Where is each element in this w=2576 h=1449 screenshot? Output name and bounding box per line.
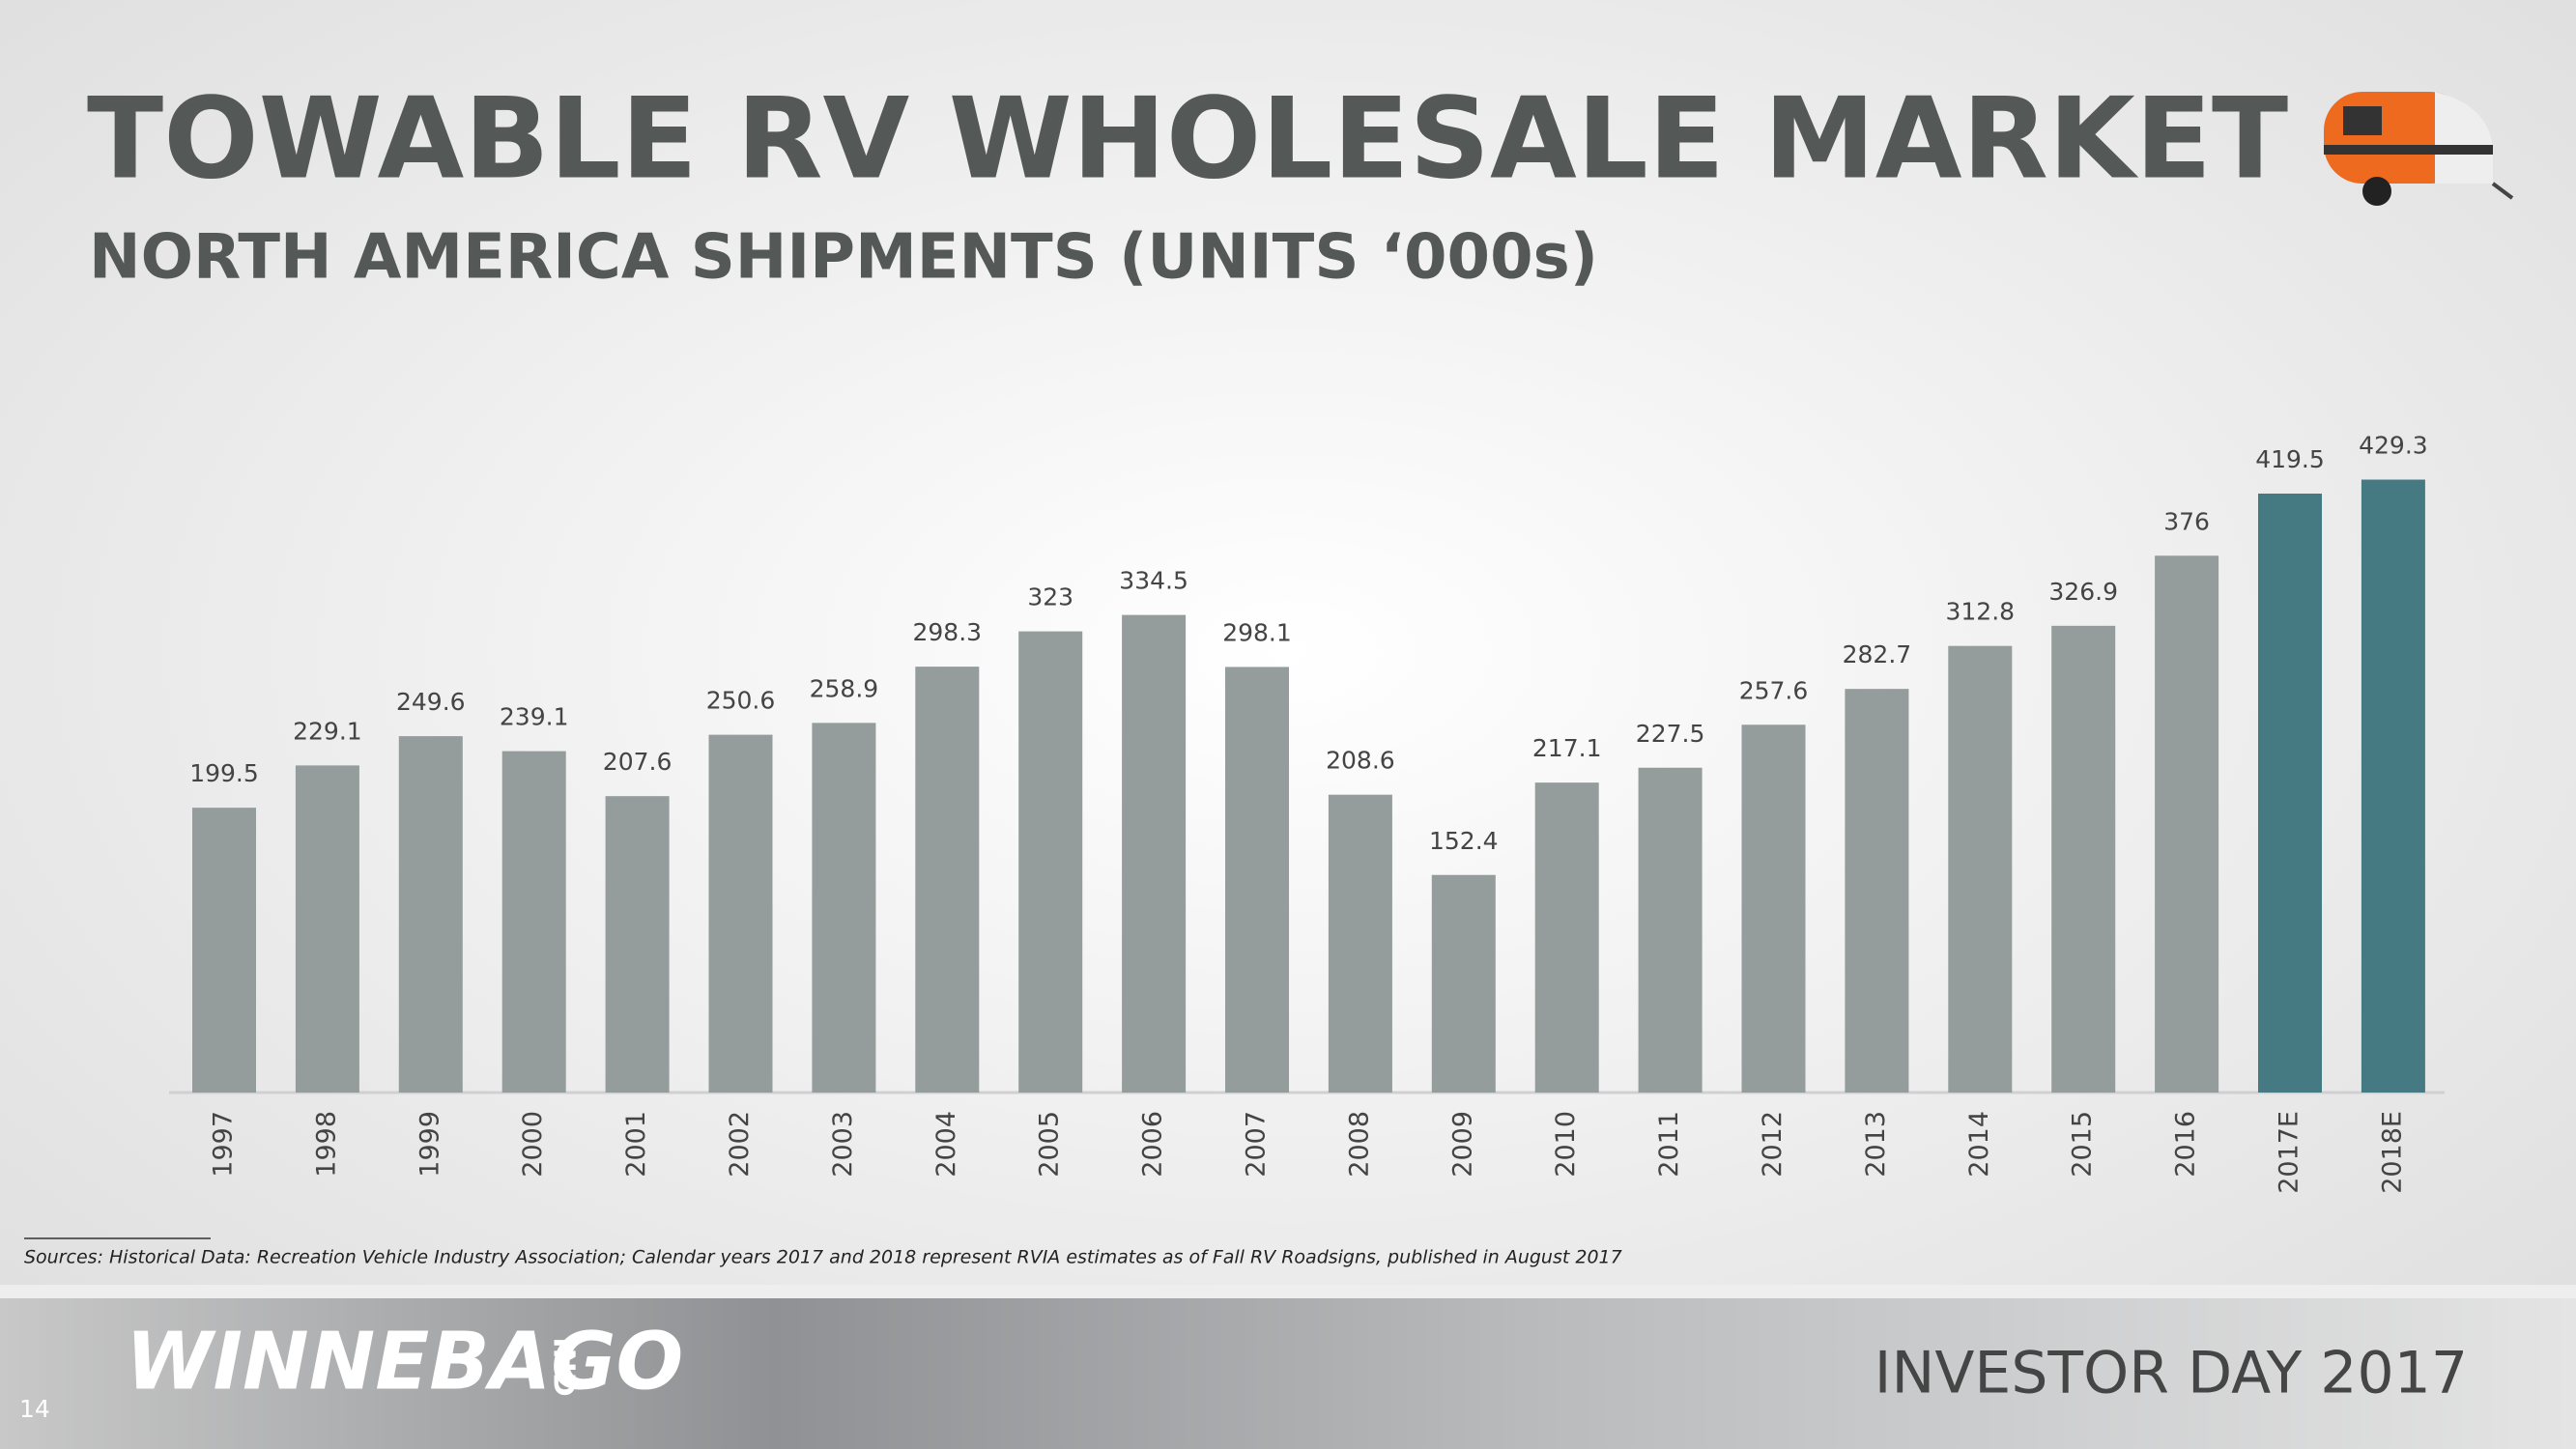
- x-tick-label: 2002: [725, 1111, 755, 1178]
- value-label: 227.5: [1636, 720, 1705, 748]
- value-label: 152.4: [1429, 827, 1499, 855]
- chart-subtitle: NORTH AMERICA SHIPMENTS (UNITS ‘000s): [89, 222, 1598, 294]
- value-label: 282.7: [1843, 640, 1912, 668]
- bar: [1741, 724, 1806, 1093]
- x-tick-label: 2007: [1242, 1111, 1272, 1178]
- value-label: 208.6: [1326, 747, 1395, 775]
- bar: [1948, 645, 2013, 1093]
- value-label: 258.9: [810, 674, 879, 702]
- bar: [1225, 667, 1289, 1093]
- chart-title: TOWABLE RV WHOLESALE MARKET: [87, 74, 2288, 205]
- bar: [192, 808, 256, 1093]
- value-label: 250.6: [706, 687, 776, 715]
- x-tick-label: 2015: [2068, 1111, 2098, 1178]
- x-tick-label: 2011: [1654, 1111, 1684, 1178]
- value-label: 298.1: [1222, 618, 1292, 646]
- x-tick-label: 2006: [1138, 1111, 1168, 1178]
- bar: [295, 765, 359, 1093]
- footer: [0, 1298, 2576, 1449]
- bar: [2361, 479, 2425, 1093]
- bar: [812, 723, 876, 1093]
- bar: [1845, 689, 1909, 1093]
- x-tick-label: 2000: [518, 1111, 548, 1178]
- x-tick-label: 2014: [1964, 1111, 1994, 1178]
- bar: [2258, 493, 2322, 1093]
- x-tick-label: 2012: [1758, 1111, 1788, 1178]
- x-tick-label: 1997: [209, 1111, 239, 1178]
- bar: [1638, 767, 1703, 1093]
- bar: [708, 734, 773, 1093]
- x-tick-label: 2018E: [2377, 1111, 2407, 1194]
- value-label: 326.9: [2048, 578, 2118, 606]
- x-tick-label: 1998: [311, 1111, 341, 1178]
- value-label: 419.5: [2255, 445, 2325, 473]
- value-label: 217.1: [1532, 734, 1602, 762]
- x-tick-label: 2013: [1861, 1111, 1891, 1178]
- bar: [915, 667, 980, 1093]
- x-tick-label: 2010: [1551, 1111, 1581, 1178]
- value-label: 207.6: [603, 748, 673, 776]
- bar: [1122, 614, 1187, 1093]
- value-label: 298.3: [913, 618, 983, 646]
- value-label: 312.8: [1946, 598, 2016, 626]
- value-label: 429.3: [2359, 431, 2428, 459]
- footer-rule: [0, 1285, 2576, 1298]
- x-tick-label: 2003: [828, 1111, 858, 1178]
- bars: 199.5 1997 229.1 1998 249.6 1999 239.1 2000 207.…: [189, 431, 2427, 1193]
- x-tick-label: 2005: [1035, 1111, 1065, 1178]
- bar: [1534, 782, 1599, 1093]
- logo: WINNEBAGO: [126, 1316, 683, 1407]
- bar: [605, 796, 670, 1093]
- bar: [1328, 794, 1392, 1093]
- x-tick-label: 2004: [931, 1111, 961, 1178]
- x-tick-label: 1999: [415, 1111, 444, 1178]
- bar: [2155, 555, 2219, 1093]
- logo-suffix: IND: [547, 1337, 581, 1396]
- value-label: 249.6: [396, 688, 466, 716]
- x-tick-label: 2017E: [2275, 1111, 2304, 1194]
- value-label: 376: [2163, 507, 2210, 535]
- value-label: 334.5: [1119, 567, 1188, 595]
- bar: [1431, 874, 1496, 1093]
- bar: [501, 751, 566, 1093]
- bar: [2051, 625, 2116, 1093]
- source-note: Sources: Historical Data: Recreation Veh…: [24, 1247, 1622, 1268]
- value-label: 229.1: [293, 717, 362, 745]
- x-tick-label: 2016: [2171, 1111, 2201, 1178]
- bar: [398, 736, 463, 1093]
- x-tick-label: 2009: [1447, 1111, 1477, 1178]
- value-label: 199.5: [189, 759, 259, 787]
- x-tick-label: 2001: [621, 1111, 651, 1178]
- bar: [1018, 631, 1083, 1093]
- rv-icon: [2324, 92, 2514, 206]
- x-tick-label: 2008: [1344, 1111, 1374, 1178]
- value-label: 257.6: [1739, 676, 1809, 704]
- page-number: 14: [19, 1395, 50, 1423]
- event-name: INVESTOR DAY 2017: [1875, 1340, 2468, 1407]
- value-label: 323: [1027, 583, 1073, 611]
- value-label: 239.1: [500, 703, 569, 731]
